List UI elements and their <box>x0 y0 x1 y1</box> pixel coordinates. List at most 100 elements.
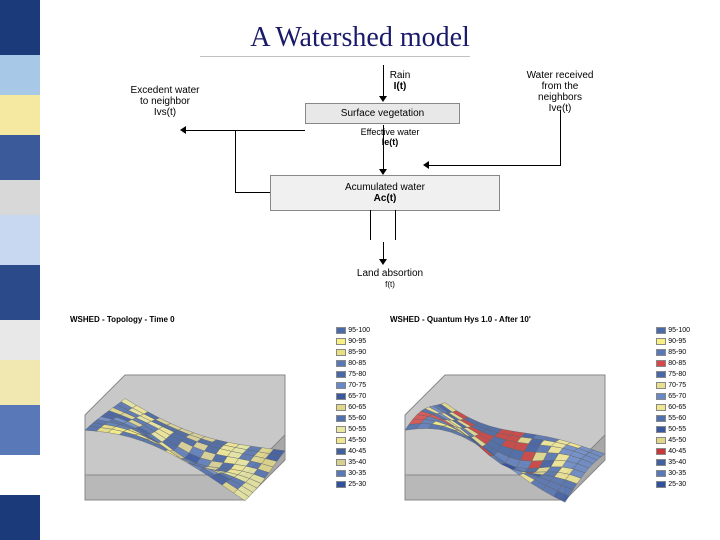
legend-range: 70-75 <box>348 382 366 389</box>
legend-swatch <box>656 382 666 389</box>
legend-swatch <box>336 426 346 433</box>
legend-swatch <box>336 349 346 356</box>
legend-range: 60-65 <box>668 404 686 411</box>
legend-item: 35-40 <box>656 457 690 468</box>
accumulated-text: Acumulated water <box>345 182 425 193</box>
legend-swatch <box>336 338 346 345</box>
effective-text: Effective water <box>361 127 420 137</box>
legend-swatch <box>336 371 346 378</box>
legend-swatch <box>656 404 666 411</box>
legend-range: 75-80 <box>348 371 366 378</box>
title-underline <box>200 56 470 57</box>
legend-item: 80-85 <box>336 358 370 369</box>
legend-range: 45-50 <box>348 437 366 444</box>
absorption-text: Land absortion <box>357 268 423 279</box>
legend-swatch <box>656 360 666 367</box>
legend-item: 30-35 <box>656 468 690 479</box>
surface-left-title: WSHED - Topology - Time 0 <box>70 315 175 324</box>
legend-range: 55-60 <box>668 415 686 422</box>
legend-item: 60-65 <box>336 402 370 413</box>
legend-range: 85-90 <box>668 349 686 356</box>
legend-swatch <box>336 393 346 400</box>
accumulated-var: Ac(t) <box>374 193 397 204</box>
legend-item: 30-35 <box>336 468 370 479</box>
legend-range: 95-100 <box>348 327 370 334</box>
legend-range: 90-95 <box>348 338 366 345</box>
sidebar-block <box>0 55 40 95</box>
legend-item: 35-40 <box>336 457 370 468</box>
surface-right-title: WSHED - Quantum Hys 1.0 - After 10' <box>390 315 531 324</box>
sidebar-block <box>0 495 40 540</box>
legend-range: 50-55 <box>348 426 366 433</box>
legend-item: 80-85 <box>656 358 690 369</box>
sidebar-block <box>0 405 40 455</box>
legend-range: 25-30 <box>668 481 686 488</box>
legend-swatch <box>656 470 666 477</box>
legend-range: 90-95 <box>668 338 686 345</box>
legend-swatch <box>336 327 346 334</box>
excedent-var: Ivs(t) <box>154 107 176 118</box>
sidebar-block <box>0 180 40 215</box>
surface-panel-right: WSHED - Quantum Hys 1.0 - After 10' 95-1… <box>380 315 690 525</box>
legend-item: 55-60 <box>656 413 690 424</box>
legend-range: 80-85 <box>668 360 686 367</box>
sidebar-block <box>0 360 40 405</box>
legend-range: 35-40 <box>668 459 686 466</box>
legend-swatch <box>656 371 666 378</box>
legend-swatch <box>336 459 346 466</box>
legend-item: 75-80 <box>336 369 370 380</box>
effective-label: Effective water Ie(t) <box>345 128 435 148</box>
legend-range: 65-70 <box>348 393 366 400</box>
legend-range: 60-65 <box>348 404 366 411</box>
surface-veg-box: Surface vegetation <box>305 103 460 124</box>
legend-item: 90-95 <box>656 336 690 347</box>
legend-swatch <box>656 415 666 422</box>
legend-range: 75-80 <box>668 371 686 378</box>
legend-item: 25-30 <box>656 479 690 490</box>
legend-swatch <box>656 448 666 455</box>
legend-range: 95-100 <box>668 327 690 334</box>
legend-item: 70-75 <box>336 380 370 391</box>
legend-swatch <box>656 426 666 433</box>
decorative-sidebar <box>0 0 40 540</box>
legend-left: 95-100 90-95 85-90 80-85 75-80 70-75 65-70 60-6… <box>336 325 370 490</box>
legend-item: 85-90 <box>656 347 690 358</box>
legend-range: 25-30 <box>348 481 366 488</box>
legend-swatch <box>656 338 666 345</box>
legend-swatch <box>656 327 666 334</box>
legend-swatch <box>656 459 666 466</box>
legend-swatch <box>656 437 666 444</box>
legend-item: 60-65 <box>656 402 690 413</box>
legend-item: 70-75 <box>656 380 690 391</box>
legend-item: 50-55 <box>336 424 370 435</box>
received-label: Water receivedfrom theneighbors Ive(t) <box>510 70 610 114</box>
excedent-text: Excedent waterto neighbor <box>131 85 200 107</box>
received-text: Water receivedfrom theneighbors <box>527 70 594 103</box>
legend-range: 80-85 <box>348 360 366 367</box>
legend-swatch <box>656 349 666 356</box>
legend-swatch <box>336 404 346 411</box>
legend-range: 55-60 <box>348 415 366 422</box>
page-title: A Watershed model <box>0 22 720 54</box>
rain-var: I(t) <box>394 81 407 92</box>
legend-range: 40-45 <box>348 448 366 455</box>
legend-swatch <box>656 481 666 488</box>
legend-swatch <box>656 393 666 400</box>
legend-range: 65-70 <box>668 393 686 400</box>
legend-range: 85-90 <box>348 349 366 356</box>
excedent-label: Excedent waterto neighbor Ivs(t) <box>110 85 220 118</box>
surface-left-3d <box>70 335 300 515</box>
legend-swatch <box>336 415 346 422</box>
watershed-flowchart: Rain I(t) Water receivedfrom theneighbor… <box>90 70 650 305</box>
legend-swatch <box>336 382 346 389</box>
legend-swatch <box>336 448 346 455</box>
sidebar-block <box>0 95 40 135</box>
legend-swatch <box>336 470 346 477</box>
rain-label: Rain I(t) <box>370 70 430 92</box>
legend-item: 50-55 <box>656 424 690 435</box>
legend-item: 95-100 <box>656 325 690 336</box>
legend-item: 65-70 <box>656 391 690 402</box>
sidebar-block <box>0 215 40 265</box>
legend-item: 45-50 <box>336 435 370 446</box>
surface-veg-text: Surface vegetation <box>341 108 424 119</box>
